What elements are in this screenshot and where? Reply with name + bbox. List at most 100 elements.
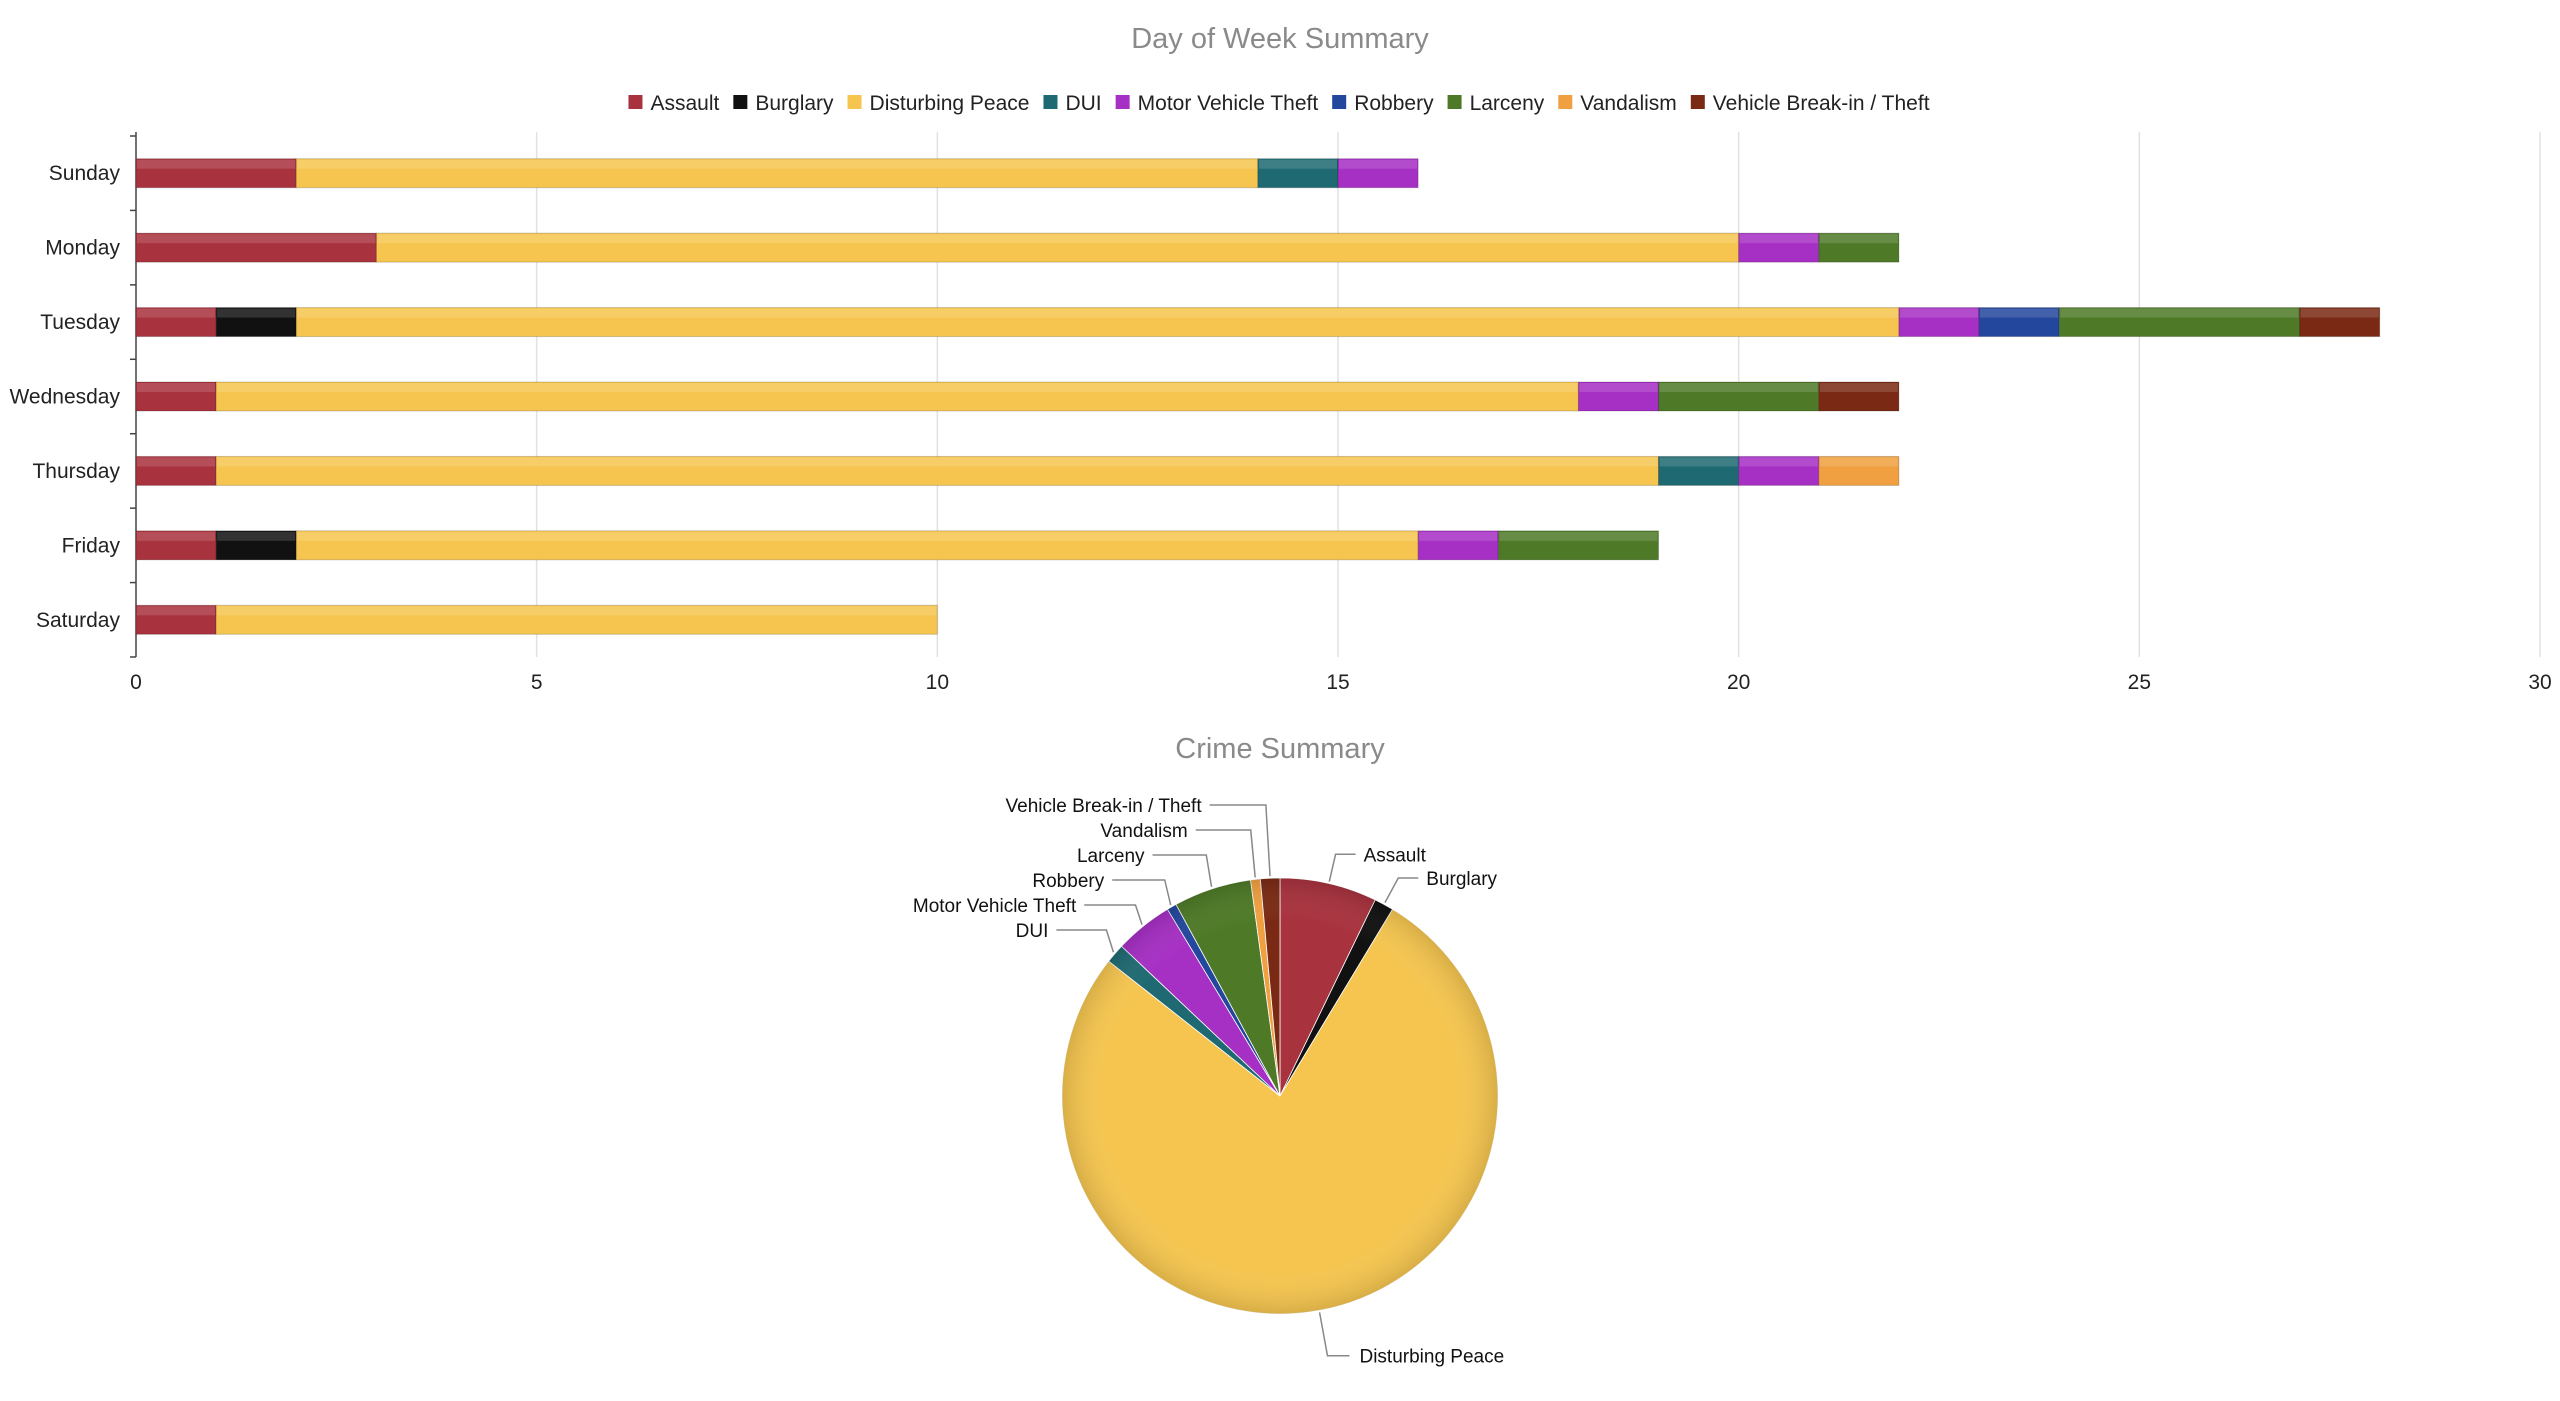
bar-chart-legend: Assault Burglary Disturbing Peace DUI Motor … [628, 92, 1930, 115]
pie-label-larceny: Larceny [1077, 846, 1145, 867]
pie-label-vehicle-break-in-theft: Vehicle Break-in / Theft [1006, 796, 1203, 817]
pie-label-robbery: Robbery [1032, 871, 1104, 892]
pie-leader-line [1112, 879, 1172, 906]
pie-leader-line [1056, 929, 1115, 953]
bar-highlight [1819, 457, 1898, 467]
bar-tuesday-robbery[interactable] [1978, 307, 2060, 338]
pie-label-vandalism: Vandalism [1100, 821, 1187, 842]
bar-highlight [217, 531, 296, 541]
bar-highlight [1980, 308, 2059, 318]
pie-leader-line [1084, 904, 1143, 925]
legend-swatch-burglary [733, 95, 748, 109]
x-tick-label: 15 [1326, 671, 1349, 694]
bar-highlight [1739, 234, 1818, 244]
bar-highlight [1258, 159, 1337, 169]
bar-friday-disturbing-peace[interactable] [295, 530, 1419, 561]
pie-leader-line [1195, 829, 1256, 878]
bar-monday-assault[interactable] [135, 232, 377, 263]
bar-highlight [1499, 531, 1658, 541]
legend-label-burglary: Burglary [755, 92, 834, 115]
bar-highlight [377, 234, 1738, 244]
bar-highlight [1739, 457, 1818, 467]
bar-highlight [1819, 234, 1898, 244]
legend-label-vandalism: Vandalism [1580, 92, 1677, 115]
bar-thursday-assault[interactable] [135, 455, 217, 486]
bar-wednesday-larceny[interactable] [1658, 381, 1820, 412]
bar-monday-motor-vehicle-theft[interactable] [1738, 232, 1820, 263]
bar-wednesday-assault[interactable] [135, 381, 217, 412]
bar-sunday-assault[interactable] [135, 158, 297, 189]
pie-label-burglary: Burglary [1426, 869, 1497, 890]
category-label-monday: Monday [45, 237, 120, 260]
pie-leader-line [1152, 854, 1213, 888]
x-tick-label: 20 [1727, 671, 1750, 694]
bar-wednesday-disturbing-peace[interactable] [215, 381, 1579, 412]
bar-monday-disturbing-peace[interactable] [375, 232, 1740, 263]
bar-thursday-disturbing-peace[interactable] [215, 455, 1660, 486]
bar-saturday-disturbing-peace[interactable] [215, 604, 938, 635]
category-label-thursday: Thursday [32, 460, 120, 483]
bar-highlight [1659, 383, 1818, 392]
bar-highlight [297, 531, 1418, 541]
bar-thursday-dui[interactable] [1658, 455, 1740, 486]
legend-swatch-dui [1043, 95, 1058, 109]
legend-swatch-assault [628, 95, 643, 109]
bar-monday-larceny[interactable] [1818, 232, 1900, 263]
x-tick-label: 0 [130, 671, 142, 694]
bar-friday-motor-vehicle-theft[interactable] [1417, 530, 1499, 561]
bar-highlight [1899, 308, 1979, 318]
legend-label-dui: DUI [1065, 92, 1101, 115]
bar-highlight [217, 383, 1578, 392]
legend-label-robbery: Robbery [1354, 92, 1434, 115]
pie-label-assault: Assault [1364, 845, 1427, 866]
x-tick-label: 5 [531, 671, 543, 694]
legend-swatch-vehicle-break-in-theft [1690, 95, 1705, 109]
bar-friday-burglary[interactable] [215, 530, 297, 561]
bar-highlight [137, 383, 216, 392]
bar-highlight [1339, 159, 1418, 169]
category-label-friday: Friday [62, 534, 121, 557]
bar-tuesday-vehicle-break-in-theft[interactable] [2299, 307, 2381, 338]
bar-wednesday-motor-vehicle-theft[interactable] [1577, 381, 1660, 412]
bar-thursday-vandalism[interactable] [1818, 455, 1900, 486]
bar-highlight [137, 457, 216, 467]
legend-swatch-robbery [1332, 95, 1347, 109]
pie-chart: Assault Burglary Disturbing Peace DUI Motor … [913, 796, 1504, 1368]
bar-tuesday-disturbing-peace[interactable] [295, 307, 1900, 338]
pie-label-motor-vehicle-theft: Motor Vehicle Theft [913, 896, 1077, 917]
bar-highlight [137, 308, 216, 318]
bar-thursday-motor-vehicle-theft[interactable] [1738, 455, 1820, 486]
x-tick-label: 25 [2128, 671, 2151, 694]
bar-highlight [2060, 308, 2299, 318]
legend-swatch-larceny [1447, 95, 1462, 109]
bar-tuesday-motor-vehicle-theft[interactable] [1898, 307, 1980, 338]
bar-friday-assault[interactable] [135, 530, 217, 561]
pie-leader-line [1209, 804, 1271, 877]
x-tick-label: 30 [2528, 671, 2551, 694]
bar-sunday-motor-vehicle-theft[interactable] [1337, 158, 1419, 189]
legend-label-assault: Assault [650, 92, 719, 115]
bar-friday-larceny[interactable] [1497, 530, 1660, 561]
bar-sunday-disturbing-peace[interactable] [295, 158, 1259, 189]
bar-highlight [297, 308, 1898, 318]
pie-leader-line [1318, 1312, 1350, 1357]
bar-tuesday-assault[interactable] [135, 307, 217, 338]
category-label-wednesday: Wednesday [9, 386, 120, 409]
bar-highlight [137, 234, 376, 244]
bar-wednesday-vehicle-break-in-theft[interactable] [1818, 381, 1900, 412]
bar-highlight [137, 531, 216, 541]
category-label-sunday: Sunday [49, 162, 121, 185]
category-label-tuesday: Tuesday [40, 311, 120, 334]
pie-leader-line [1384, 877, 1419, 903]
bar-highlight [217, 606, 937, 616]
bar-tuesday-larceny[interactable] [2058, 307, 2301, 338]
bar-chart-title: Day of Week Summary [1131, 23, 1429, 55]
pie-label-dui: DUI [1016, 921, 1049, 942]
legend-label-vehicle-break-in-theft: Vehicle Break-in / Theft [1713, 92, 1930, 115]
bar-sunday-dui[interactable] [1257, 158, 1339, 189]
bar-chart-plot [135, 158, 2381, 635]
bar-tuesday-burglary[interactable] [215, 307, 297, 338]
bar-highlight [137, 159, 296, 169]
legend-label-motor-vehicle-theft: Motor Vehicle Theft [1138, 92, 1319, 115]
legend-label-larceny: Larceny [1470, 92, 1545, 115]
